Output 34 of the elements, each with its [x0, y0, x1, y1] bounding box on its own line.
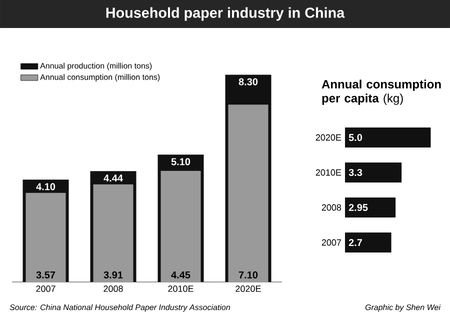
y-tick-label: 2007 [322, 239, 342, 246]
source-note: Source: China National Household Paper Industry Association [10, 304, 230, 312]
y-tick-label: 2008 [322, 204, 342, 211]
data-label: 8.30 [238, 78, 258, 86]
data-label: 4.10 [36, 183, 56, 190]
bar [345, 197, 396, 218]
chart-title: Household paper industry in China [106, 7, 345, 21]
data-label: 7.10 [238, 271, 258, 278]
data-label: 3.3 [348, 168, 362, 176]
data-label: 3.91 [104, 271, 123, 278]
data-label: 5.10 [171, 158, 190, 166]
bar [345, 162, 402, 182]
data-label: 2.95 [348, 204, 368, 212]
x-tick-label: 2008 [104, 286, 123, 292]
data-label: 2.7 [348, 239, 362, 246]
bar [345, 127, 431, 148]
data-label: 4.45 [171, 271, 190, 278]
chart-title: Annual consumption per capita (kg) [322, 80, 441, 105]
bar [228, 104, 268, 282]
bar [93, 184, 134, 282]
data-label: 5.0 [348, 134, 362, 142]
data-label: 4.44 [104, 174, 123, 182]
y-tick-label: 2010E [316, 169, 342, 176]
data-label: 3.57 [36, 271, 56, 278]
x-tick-label: 2020E [236, 286, 261, 292]
x-tick-label: 2007 [36, 286, 56, 292]
bar [345, 232, 392, 252]
x-tick-label: 2010E [168, 286, 194, 292]
bar [26, 192, 66, 282]
bar [160, 170, 201, 282]
legend-label: Annual consumption (million tons) [40, 74, 160, 82]
legend-label: Annual production (million tons) [40, 62, 152, 70]
text: Graphic by Shen Wei [365, 304, 441, 312]
y-tick-label: 2020E [316, 134, 342, 141]
